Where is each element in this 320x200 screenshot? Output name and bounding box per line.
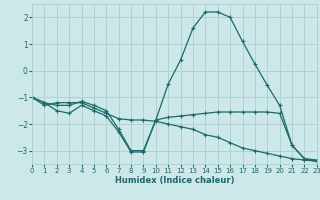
X-axis label: Humidex (Indice chaleur): Humidex (Indice chaleur)	[115, 176, 234, 185]
